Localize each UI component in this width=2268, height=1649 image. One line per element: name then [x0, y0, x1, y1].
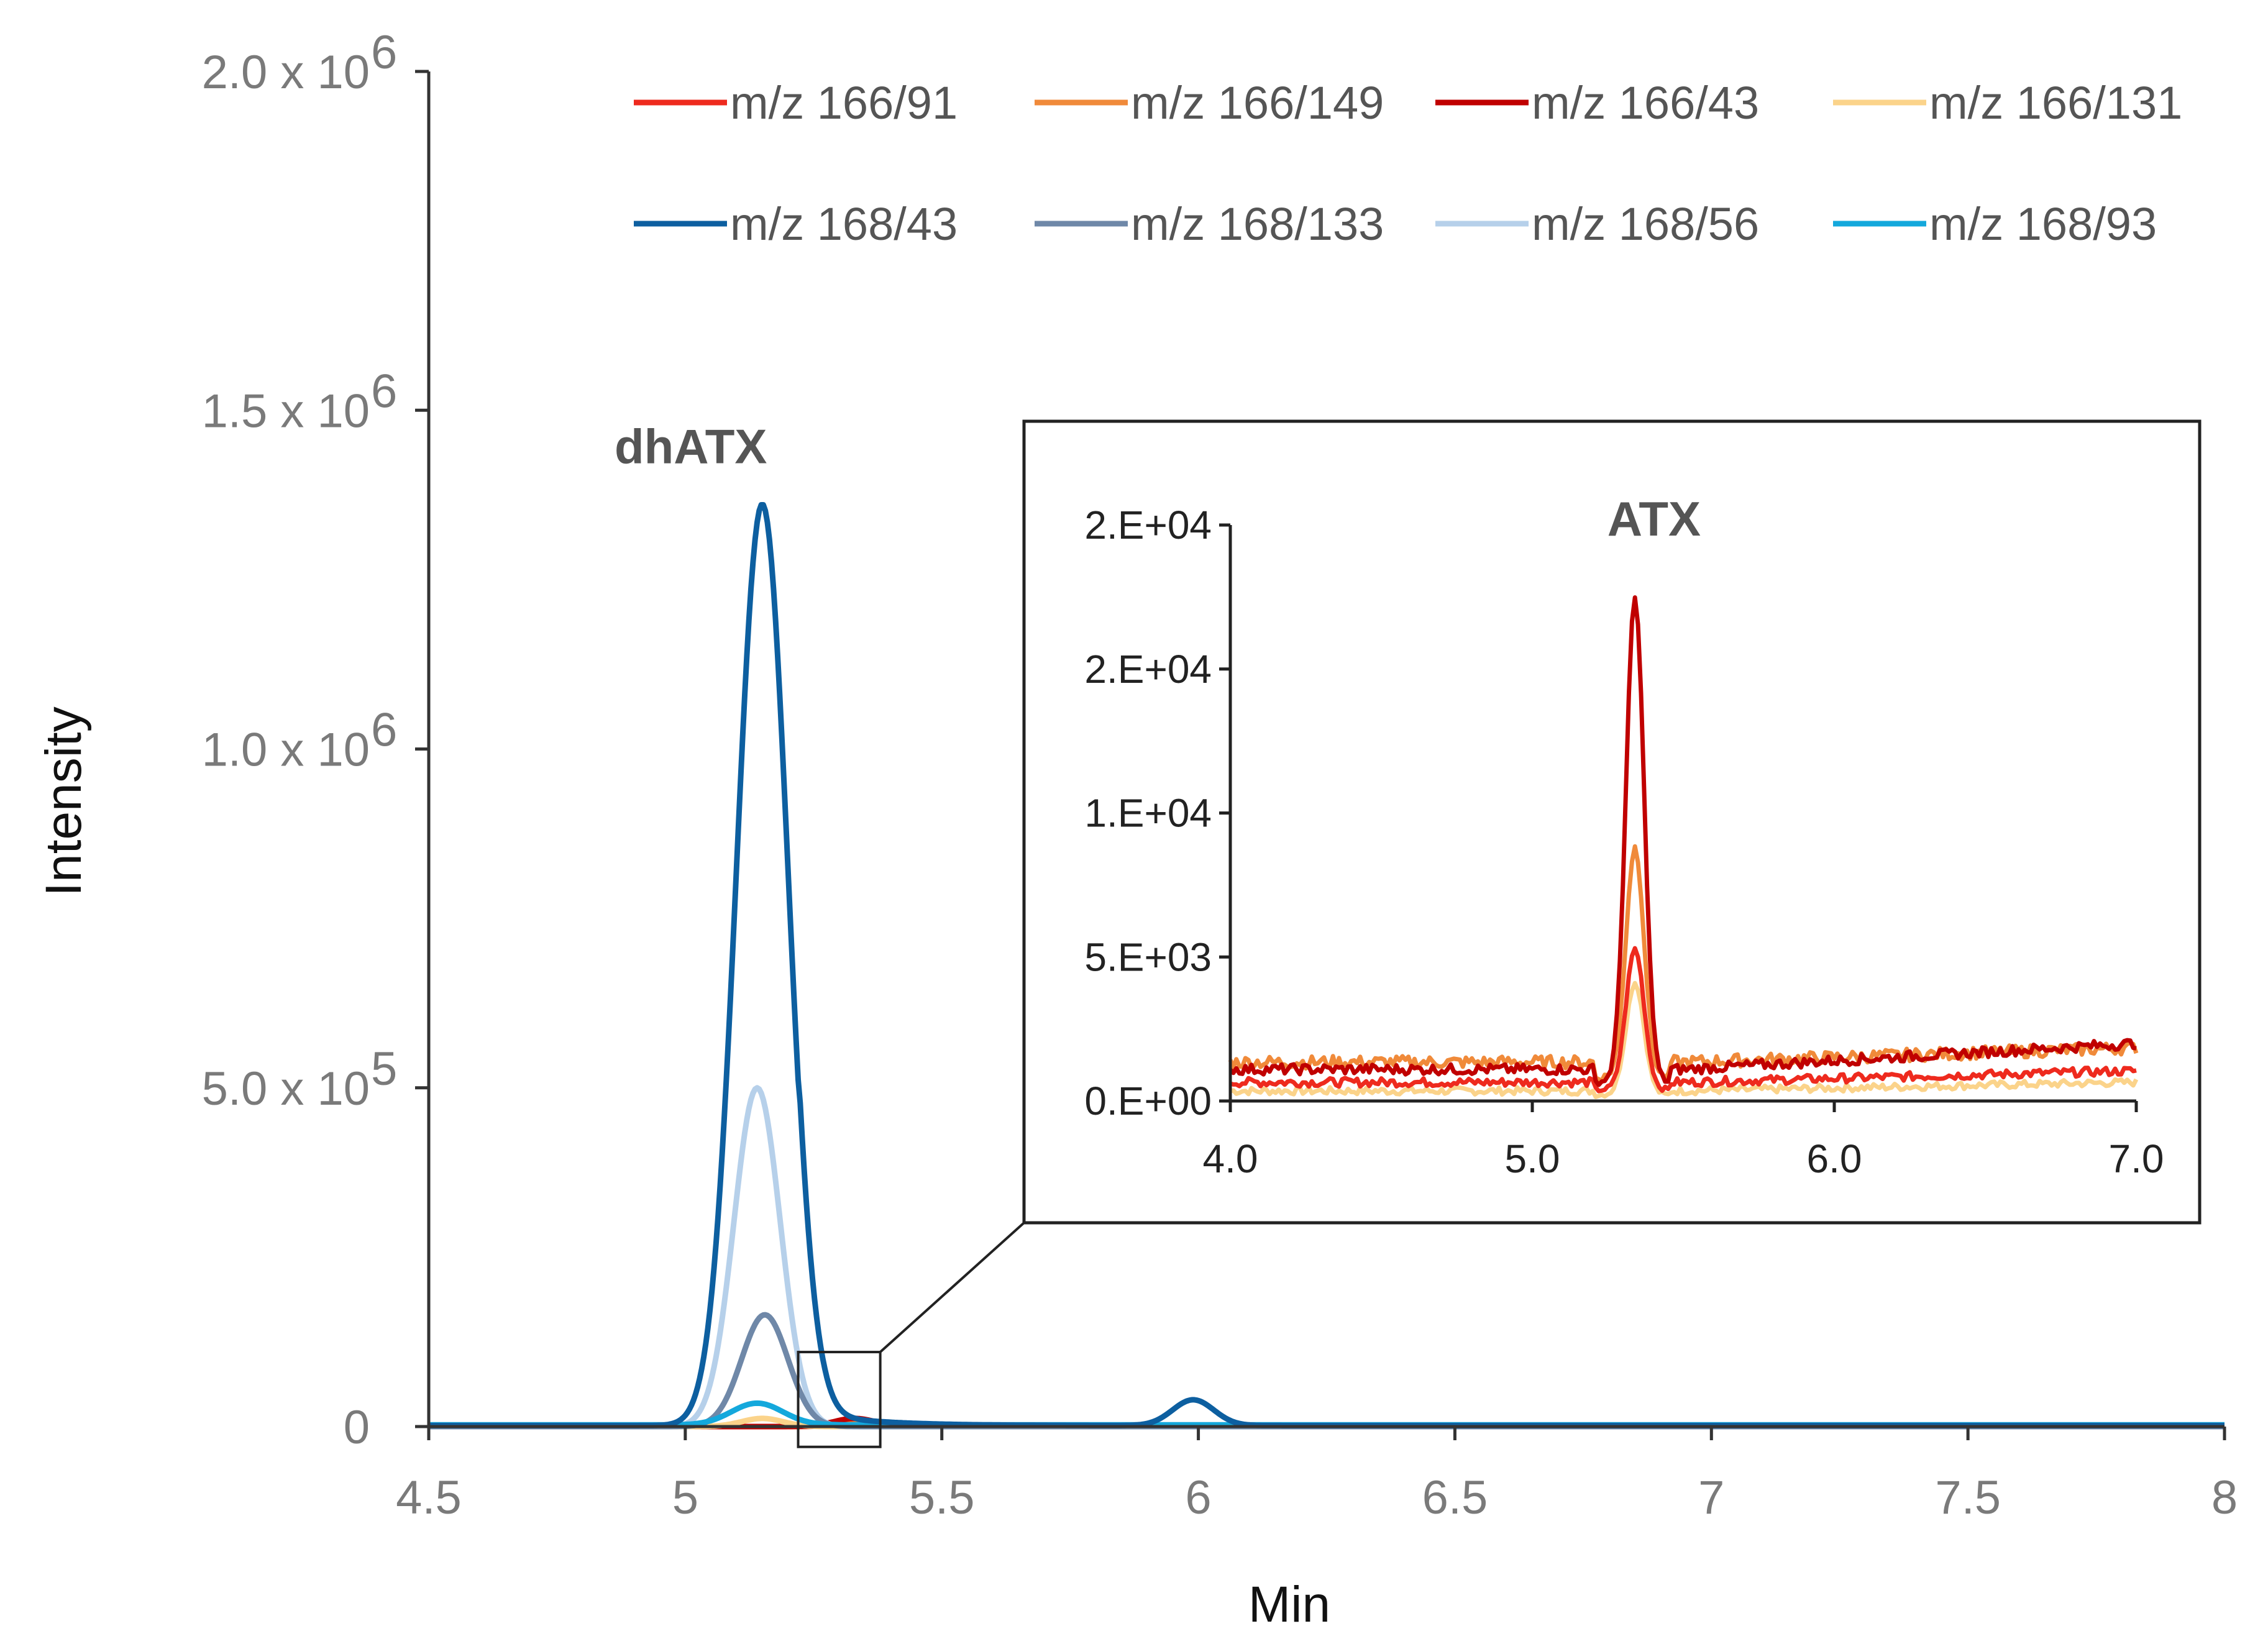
x-tick-label: 6 [1185, 1471, 1211, 1524]
x-axis-title: Min [1248, 1576, 1330, 1633]
inset-x-ticks: 4.0 5.0 6.0 7.0 [1203, 1101, 2164, 1181]
legend: m/z 166/91 m/z 166/149 m/z 166/43 m/z 166/1… [634, 77, 2182, 250]
x-tick-label: 7.5 [1935, 1471, 2001, 1524]
legend-label: m/z 166/131 [1929, 77, 2182, 129]
y-tick-label: 1.0 x 10 [202, 724, 370, 777]
inset-series-line [1228, 595, 2137, 1087]
inset-y-tick-label: 5.E+03 [1084, 934, 1212, 979]
y-tick-label: 2.0 x 10 [202, 46, 370, 99]
x-tick-label: 4.5 [396, 1471, 462, 1524]
legend-label: m/z 166/91 [730, 77, 958, 129]
legend-label: m/z 168/56 [1532, 198, 1759, 250]
y-tick-exponent: 5 [371, 1043, 397, 1095]
legend-label: m/z 168/43 [730, 198, 958, 250]
x-tick-label: 6.5 [1422, 1471, 1488, 1524]
dhatx-peak-label: dhATX [615, 419, 767, 474]
zoom-connector-line [879, 1222, 1025, 1353]
inset-chart: 0.E+00 5.E+03 1.E+04 2.E+04 2.E+04 4.0 5.0 6.0… [1022, 419, 2202, 1225]
y-tick-label: 5.0 x 10 [202, 1062, 370, 1115]
x-tick-label: 7 [1698, 1471, 1724, 1524]
inset-x-tick-label: 5.0 [1505, 1136, 1560, 1181]
legend-label: m/z 166/43 [1532, 77, 1759, 129]
legend-label: m/z 166/149 [1131, 77, 1384, 129]
legend-label: m/z 168/133 [1131, 198, 1384, 250]
inset-x-tick-label: 6.0 [1807, 1136, 1862, 1181]
x-axis-ticks: 4.5 5 5.5 6 6.5 7 7.5 8 [396, 1427, 2238, 1524]
y-tick-label: 1.5 x 10 [202, 385, 370, 437]
inset-x-tick-label: 4.0 [1203, 1136, 1258, 1181]
inset-x-tick-label: 7.0 [2109, 1136, 2164, 1181]
inset-series-line [1230, 946, 2137, 1094]
inset-y-tick-label: 2.E+04 [1084, 647, 1212, 692]
y-tick-label: 0 [344, 1401, 370, 1454]
inset-y-tick-label: 1.E+04 [1084, 791, 1212, 836]
inset-y-tick-label: 2.E+04 [1084, 503, 1212, 547]
x-tick-label: 5 [672, 1471, 698, 1524]
inset-series-group [1228, 595, 2139, 1099]
zoom-region-box [797, 1351, 882, 1448]
inset-series-line [1230, 980, 2139, 1099]
legend-label: m/z 168/93 [1929, 198, 2157, 250]
y-tick-exponent: 6 [371, 26, 397, 79]
x-tick-label: 5.5 [909, 1471, 975, 1524]
y-axis-title: Intensity [35, 706, 92, 896]
x-tick-label: 8 [2211, 1471, 2238, 1524]
inset-y-tick-label: 0.E+00 [1084, 1079, 1212, 1123]
atx-peak-label: ATX [1607, 491, 1701, 546]
inset-y-ticks: 0.E+00 5.E+03 1.E+04 2.E+04 2.E+04 [1084, 503, 1230, 1123]
y-tick-exponent: 6 [371, 365, 397, 418]
main-plot-area: 05.0 x 10 51.0 x 10 61.5 x 10 62.0 x 10 6 4.… [202, 26, 2238, 1524]
y-axis-ticks: 05.0 x 10 51.0 x 10 61.5 x 10 62.0 x 10 6 [202, 26, 429, 1454]
y-tick-exponent: 6 [371, 704, 397, 757]
